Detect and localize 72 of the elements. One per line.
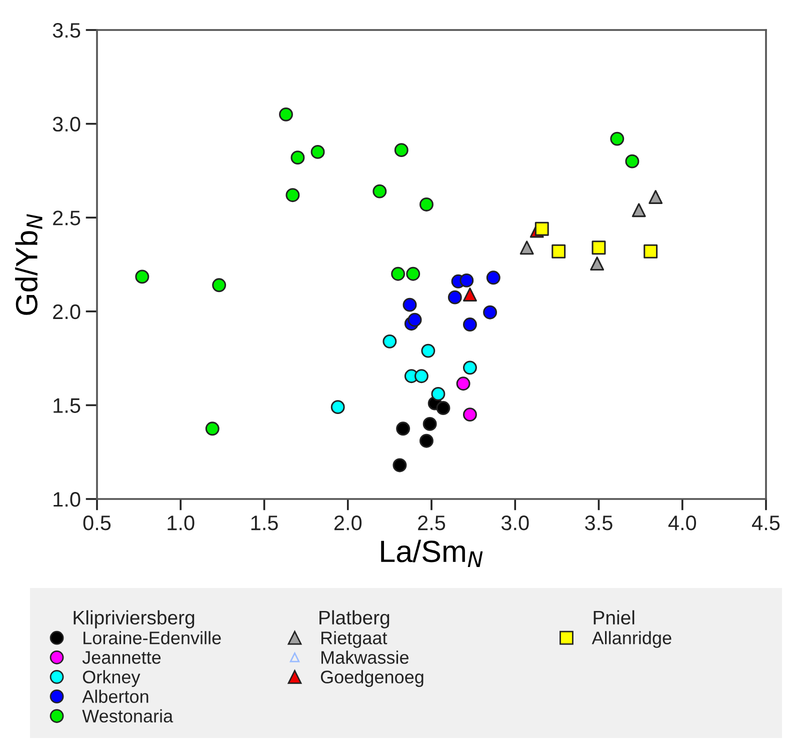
point	[290, 150, 305, 165]
point	[421, 344, 436, 358]
point	[462, 318, 477, 332]
point	[310, 144, 325, 159]
point	[460, 273, 474, 288]
point	[648, 190, 663, 204]
point	[462, 408, 477, 422]
x-tick-label: 2.5	[418, 516, 446, 530]
point	[436, 401, 450, 415]
legend-label: Westonaria	[82, 709, 174, 723]
x-tick-label: 1.0	[168, 516, 194, 530]
point	[632, 203, 646, 218]
point	[396, 422, 410, 436]
point	[414, 369, 428, 384]
point	[382, 334, 397, 348]
point	[372, 184, 387, 198]
x-tick-label: 3.0	[501, 516, 529, 530]
point	[610, 132, 624, 146]
point	[592, 240, 606, 255]
y-tick-label: 3.5	[52, 23, 80, 38]
point	[456, 376, 470, 391]
point	[212, 278, 226, 292]
point	[279, 107, 293, 122]
legend-label: Allanridge	[592, 631, 672, 648]
x-tick-label: 4.0	[668, 516, 696, 530]
text: Pniel	[594, 610, 634, 625]
point	[483, 305, 498, 320]
legend-label: Orkney	[82, 670, 140, 687]
x-tick-label: 0.5	[83, 516, 111, 530]
y-tick-label: 3.0	[52, 116, 80, 132]
y-tick-label: 1.5	[54, 398, 80, 413]
point	[391, 266, 406, 281]
point	[402, 298, 417, 312]
point	[625, 154, 640, 168]
point	[486, 270, 500, 285]
y-tick-label: 2.5	[53, 210, 80, 226]
legend-label: Loraine-Edenville	[84, 631, 221, 644]
y-tick-label: 1.0	[54, 492, 80, 507]
x-tick-label: 1.5	[251, 516, 278, 530]
point	[422, 416, 437, 431]
legend-label: Jeannette	[82, 651, 161, 664]
point	[420, 197, 434, 212]
point	[406, 266, 420, 281]
point	[462, 360, 477, 375]
point	[135, 270, 150, 284]
text: Platberg	[320, 610, 390, 628]
point	[448, 290, 462, 304]
text: Klipriviersberg	[74, 610, 194, 628]
legend-label: Goedgenoeg	[320, 670, 424, 687]
y-tick-label: 2.0	[53, 304, 80, 320]
point	[394, 143, 408, 158]
point	[286, 188, 300, 202]
point	[552, 244, 566, 258]
x-tick-label: 3.5	[585, 516, 612, 530]
point	[520, 240, 534, 255]
point	[330, 400, 345, 414]
point	[534, 222, 549, 236]
point	[590, 256, 604, 271]
point	[420, 434, 434, 448]
point	[431, 386, 446, 401]
point	[205, 422, 220, 436]
x-tick-label: 2.0	[334, 516, 362, 530]
legend-label: Makwassie	[321, 650, 408, 664]
x-tick-label: 4.5	[752, 516, 780, 530]
legend-label: Rietgaat	[321, 631, 388, 648]
legend-label: Alberton	[82, 690, 148, 703]
point	[392, 458, 407, 472]
point	[644, 244, 658, 258]
point	[408, 312, 422, 327]
y-axis-title: Gd/Yb$_{N}$	[15, 214, 42, 315]
x-axis-title: La/Sm$_{N}$	[381, 540, 483, 567]
point	[462, 288, 477, 302]
